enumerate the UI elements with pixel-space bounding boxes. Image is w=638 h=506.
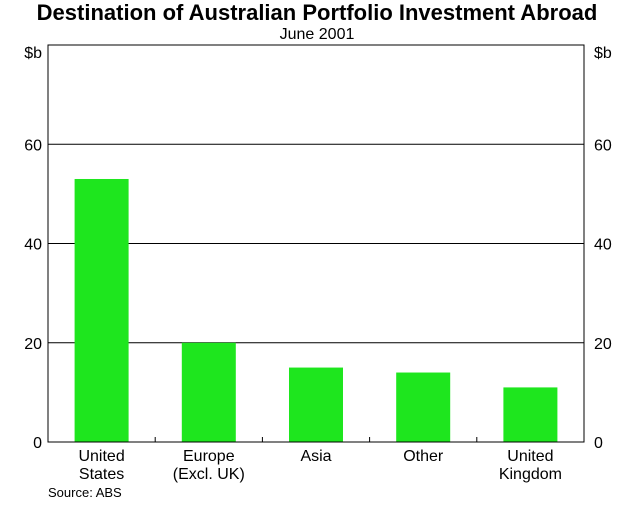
x-category-label: States <box>79 466 124 483</box>
x-category-label: Kingdom <box>499 466 562 483</box>
y-tick-label-right: 40 <box>594 237 612 254</box>
x-category-label: United <box>78 448 124 465</box>
grid-lines <box>48 143 584 344</box>
y-tick-label-right: 20 <box>594 336 612 353</box>
y-tick-label-left: 60 <box>24 137 42 154</box>
x-category-label: (Excl. UK) <box>173 466 245 483</box>
y-tick-label-left: 40 <box>24 237 42 254</box>
y-unit-left: $b <box>24 45 42 62</box>
axis-ticks <box>154 437 478 442</box>
bars <box>74 178 558 443</box>
bar <box>74 178 129 443</box>
bar <box>503 387 558 442</box>
y-tick-label-left: 20 <box>24 336 42 353</box>
x-category-label: Other <box>403 448 444 465</box>
x-category-label: Asia <box>300 448 331 465</box>
bar <box>181 342 236 442</box>
y-tick-label-left: 0 <box>33 435 42 452</box>
source-note: Source: ABS <box>48 485 122 500</box>
y-tick-label-right: 0 <box>594 435 603 452</box>
x-category-label: Europe <box>183 448 235 465</box>
y-unit-right: $b <box>594 45 612 62</box>
plot-frame <box>47 44 585 443</box>
y-tick-label-right: 60 <box>594 137 612 154</box>
chart-title: Destination of Australian Portfolio Inve… <box>37 0 598 25</box>
chart-subtitle: June 2001 <box>280 26 355 43</box>
bar <box>289 367 343 442</box>
x-category-label: United <box>507 448 553 465</box>
bar <box>396 372 451 442</box>
